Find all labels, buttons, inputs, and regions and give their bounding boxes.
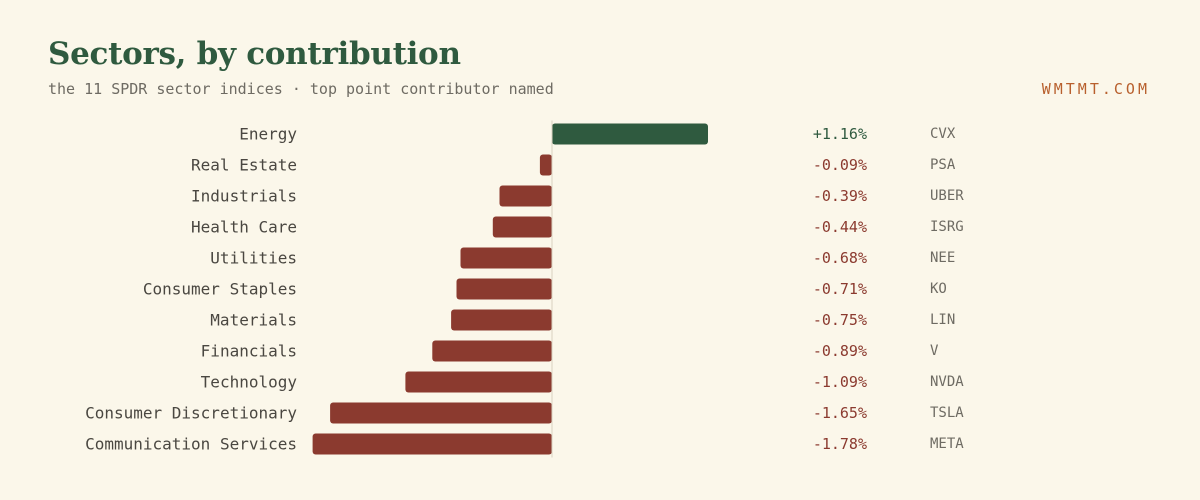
top-contributor-label: META <box>930 436 964 452</box>
category-label: Financials <box>201 342 297 361</box>
value-label: -1.65% <box>813 404 867 422</box>
top-contributor-label: CVX <box>930 126 956 142</box>
bar-health-care <box>492 216 552 238</box>
bar-energy <box>552 123 708 145</box>
bar-industrials <box>499 185 552 207</box>
category-label: Consumer Staples <box>143 280 297 299</box>
category-label: Utilities <box>210 249 297 268</box>
category-label: Communication Services <box>85 435 297 454</box>
value-label: -0.89% <box>813 342 867 360</box>
value-label: -0.44% <box>813 218 867 236</box>
top-contributor-label: PSA <box>930 157 956 173</box>
top-contributor-label: UBER <box>930 188 964 204</box>
bar-technology <box>405 371 552 393</box>
bar-communication-services <box>312 433 552 455</box>
category-label: Consumer Discretionary <box>85 404 297 423</box>
bar-utilities <box>460 247 552 269</box>
bar-real-estate <box>539 154 552 176</box>
value-label: -0.39% <box>813 187 867 205</box>
top-contributor-label: LIN <box>930 312 955 328</box>
top-contributor-label: V <box>930 343 939 359</box>
brand-link[interactable]: WMTMT.COM <box>1041 80 1150 98</box>
value-label: -0.68% <box>813 249 867 267</box>
category-label: Real Estate <box>191 156 297 175</box>
value-label: -1.09% <box>813 373 867 391</box>
bar-consumer-staples <box>456 278 552 300</box>
top-contributor-label: NVDA <box>930 374 964 390</box>
chart-title: Sectors, by contribution <box>48 36 461 72</box>
category-label: Energy <box>239 125 297 144</box>
category-label: Health Care <box>191 218 297 237</box>
chart-subtitle: the 11 SPDR sector indices · top point c… <box>48 80 554 98</box>
category-label: Materials <box>210 311 297 330</box>
bar-consumer-discretionary <box>330 402 552 424</box>
value-label: +1.16% <box>813 125 867 143</box>
top-contributor-label: TSLA <box>930 405 964 421</box>
value-label: -0.71% <box>813 280 867 298</box>
value-label: -1.78% <box>813 435 867 453</box>
category-label: Technology <box>201 373 298 392</box>
value-label: -0.75% <box>813 311 867 329</box>
value-label: -0.09% <box>813 156 867 174</box>
bar-materials <box>451 309 552 331</box>
top-contributor-label: ISRG <box>930 219 964 235</box>
bar-financials <box>432 340 552 362</box>
top-contributor-label: KO <box>930 281 947 297</box>
category-label: Industrials <box>191 187 297 206</box>
top-contributor-label: NEE <box>930 250 955 266</box>
